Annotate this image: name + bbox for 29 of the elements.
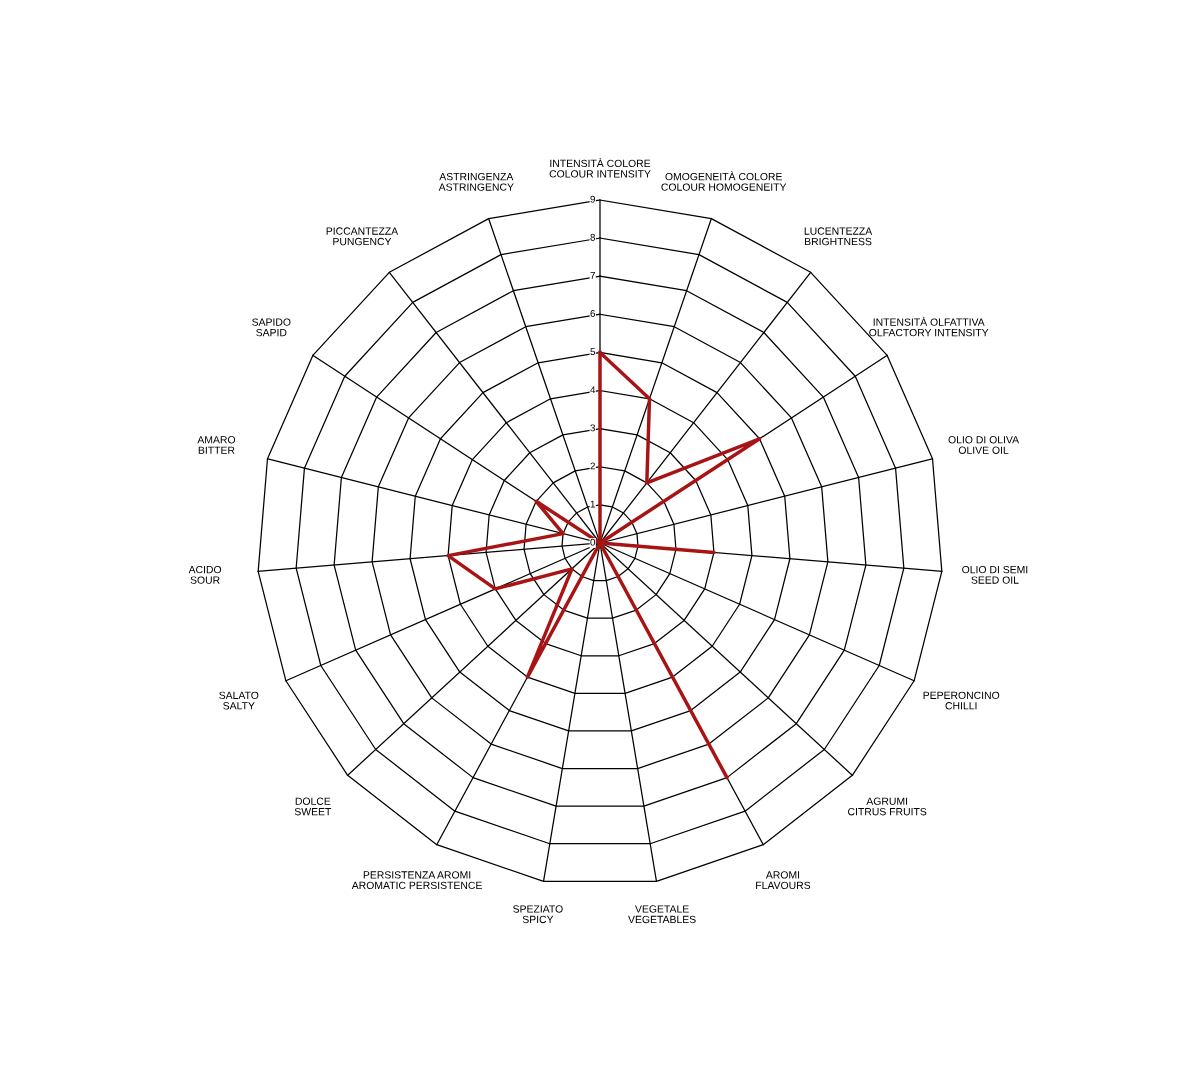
y-tick-label: 4 bbox=[590, 386, 596, 394]
spoke-label: LUCENTEZZA BRIGHTNESS bbox=[804, 227, 873, 246]
y-tick-label: 9 bbox=[590, 195, 595, 203]
y-tick-label: 3 bbox=[590, 424, 595, 432]
y-tick-label: 8 bbox=[590, 233, 595, 241]
spoke-label: AGRUMI CITRUS FRUITS bbox=[848, 797, 927, 816]
spoke-label: OMOGENEITÀ COLORE COLOUR HOMOGENEITY bbox=[661, 171, 787, 191]
spoke-label: SAPIDO SAPID bbox=[252, 318, 291, 337]
spoke-label: INTENSITÀ COLORE COLOUR INTENSITY bbox=[549, 157, 651, 178]
spoke-label: AMARO BITTER bbox=[197, 436, 236, 454]
spoke-label: PERSISTENZA AROMI AROMATIC PERSISTENCE bbox=[351, 871, 482, 890]
spoke-label: PICCANTEZZA PUNGENCY bbox=[326, 227, 399, 246]
spoke-label: DOLCE SWEET bbox=[294, 797, 332, 816]
y-tick-label: 6 bbox=[590, 310, 595, 317]
spoke-label: VEGETALE VEGETABLES bbox=[628, 905, 696, 924]
spoke-label: SALATO SALTY bbox=[219, 691, 259, 710]
y-tick-label: 5 bbox=[590, 348, 596, 356]
y-tick-label: 1 bbox=[590, 500, 595, 508]
spoke-label: ASTRINGENZA ASTRINGENCY bbox=[438, 172, 514, 191]
spoke-label: PEPERONCINO CHILLI bbox=[923, 691, 1000, 710]
spoke-label: OLIO DI SEMI SEED OIL bbox=[962, 565, 1028, 584]
spoke-label: AROMI FLAVOURS bbox=[756, 871, 811, 890]
spoke-label: SPEZIATO SPICY bbox=[513, 905, 563, 924]
y-tick-label: 0 bbox=[590, 538, 596, 546]
y-tick-label: 7 bbox=[590, 272, 595, 279]
y-tick-label: 2 bbox=[590, 462, 595, 470]
spoke-label: INTENSITÀ OLFATTIVA OLFACTORY INTENSITY bbox=[869, 316, 989, 337]
spoke-label: OLIO DI OLIVA OLIVE OIL bbox=[948, 436, 1020, 454]
spoke-label: ACIDO SOUR bbox=[188, 565, 222, 584]
